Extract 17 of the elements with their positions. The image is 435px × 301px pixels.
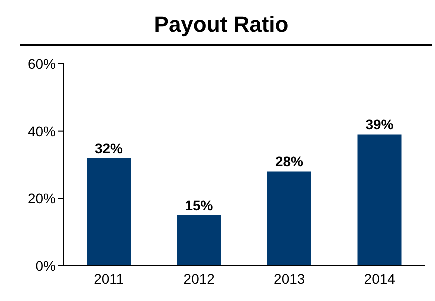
y-tick-label: 0%	[36, 258, 56, 274]
bar	[177, 216, 222, 266]
bar	[268, 172, 312, 266]
y-tick-label: 40%	[28, 123, 56, 140]
data-label: 28%	[275, 154, 304, 170]
y-tick-label: 20%	[28, 190, 56, 207]
chart-title: Payout Ratio	[153, 12, 290, 38]
x-tick-label: 2013	[274, 270, 306, 287]
x-tick-label: 2011	[94, 270, 124, 287]
y-tick-label: 60%	[28, 56, 56, 72]
data-label: 32%	[94, 140, 124, 156]
bar	[358, 134, 402, 266]
x-tick-label: 2014	[364, 270, 396, 287]
bar	[87, 158, 131, 266]
x-tick-label: 2012	[184, 270, 216, 287]
data-label: 15%	[185, 198, 214, 214]
data-label: 39%	[366, 116, 394, 133]
